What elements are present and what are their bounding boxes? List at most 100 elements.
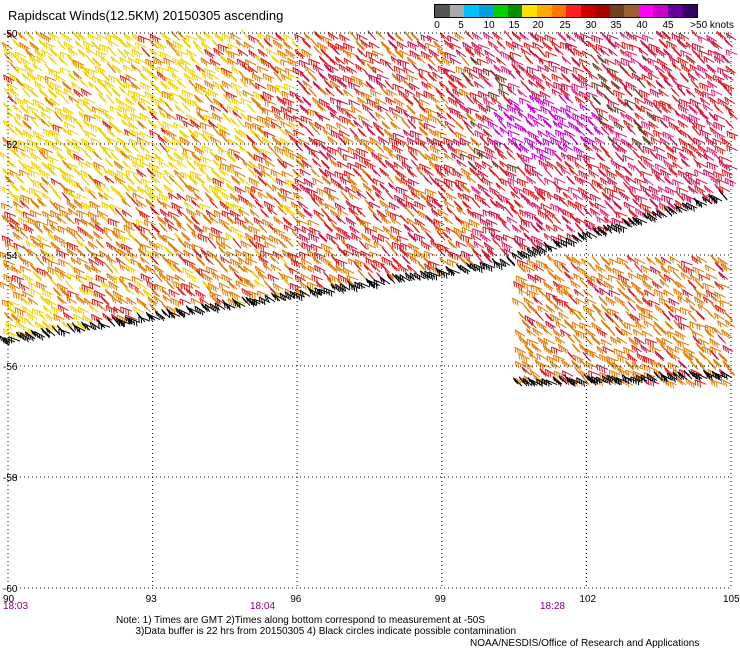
wind-barb (687, 72, 698, 82)
wind-barb (232, 238, 242, 249)
wind-barb (34, 330, 46, 341)
wind-barb (339, 115, 351, 125)
wind-barb (571, 256, 582, 267)
wind-barb (496, 40, 506, 50)
wind-barb (655, 153, 668, 163)
wind-barb (502, 234, 515, 242)
wind-barb (30, 161, 42, 172)
wind-barb (44, 80, 54, 91)
wind-barb (632, 149, 642, 159)
wind-barb (59, 209, 71, 219)
wind-barb (357, 128, 367, 138)
wind-barb (34, 81, 46, 90)
wind-barb (37, 198, 47, 207)
wind-barb (542, 137, 554, 147)
wind-barb (678, 368, 691, 378)
wind-barb (61, 192, 71, 202)
wind-barb (723, 73, 734, 81)
wind-barb (425, 215, 436, 224)
wind-barb (613, 120, 625, 131)
wind-barb (96, 210, 109, 219)
wind-barb (360, 221, 369, 232)
wind-barb (346, 118, 356, 128)
wind-barb (66, 162, 79, 171)
wind-barb (277, 205, 287, 216)
wind-barb (386, 274, 396, 284)
wind-barb (550, 136, 562, 147)
wind-barb (516, 259, 529, 268)
wind-barb (349, 127, 359, 138)
wind-barb (495, 234, 508, 243)
wind-barb (294, 274, 306, 284)
wind-barb (524, 137, 536, 147)
wind-barb (62, 311, 74, 321)
wind-barb (320, 208, 330, 218)
wind-barb (692, 330, 704, 338)
wind-barb (713, 50, 726, 61)
wind-barb (212, 191, 223, 202)
wind-barb (558, 375, 568, 385)
wind-barb (37, 74, 49, 82)
wind-barb (623, 119, 634, 129)
wind-barb (215, 154, 227, 163)
wind-barb (287, 57, 299, 68)
wind-barb (166, 274, 179, 283)
wind-barb (11, 274, 24, 284)
wind-barb (685, 202, 698, 212)
wind-barb (559, 88, 571, 99)
wind-barb (695, 372, 708, 380)
wind-barb (173, 151, 184, 163)
wind-barb (220, 241, 232, 250)
wind-barb (167, 258, 179, 269)
wind-barb (141, 65, 153, 74)
wind-barb (628, 337, 639, 348)
wind-barb (128, 282, 140, 290)
wind-barb (318, 71, 329, 81)
wind-barb (637, 126, 648, 137)
wind-barb (117, 48, 127, 59)
wind-barb (149, 111, 159, 121)
wind-barb (10, 313, 21, 324)
wind-barb (633, 336, 645, 346)
wind-barb (61, 174, 72, 184)
wind-barb (177, 62, 187, 72)
wind-barb (3, 273, 16, 284)
wind-barb (166, 305, 178, 316)
wind-barb (558, 283, 571, 293)
wind-barb (639, 203, 652, 213)
wind-barb (509, 206, 520, 215)
wind-barb (245, 200, 257, 209)
wind-barb (642, 135, 653, 147)
wind-barb (266, 34, 278, 42)
wind-barb (443, 216, 454, 225)
wind-barb (326, 233, 338, 242)
wind-barb (255, 241, 267, 252)
wind-barb (483, 190, 494, 200)
wind-barb (335, 264, 346, 274)
wind-barb (15, 321, 27, 332)
wind-barb (214, 64, 225, 73)
wind-barb (436, 182, 446, 194)
wind-barb (610, 336, 621, 345)
wind-barb (390, 121, 401, 130)
wind-barb (688, 352, 699, 361)
wind-barb (317, 214, 327, 225)
wind-barb (600, 31, 611, 43)
wind-barb (465, 94, 475, 105)
wind-barb (179, 298, 192, 306)
wind-barb (195, 256, 206, 267)
wind-barb (147, 296, 158, 307)
wind-barb (578, 343, 589, 354)
wind-barb (146, 280, 159, 291)
wind-barb (466, 175, 477, 184)
wind-barb (542, 98, 555, 107)
lon-label: 96 (290, 594, 302, 605)
wind-barb (356, 208, 366, 218)
wind-barb (103, 230, 113, 241)
wind-barb (599, 177, 611, 186)
wind-barb (516, 165, 526, 177)
wind-barb (455, 49, 467, 58)
wind-barb (87, 211, 100, 221)
wind-barb (63, 87, 75, 96)
wind-barb (22, 120, 33, 131)
